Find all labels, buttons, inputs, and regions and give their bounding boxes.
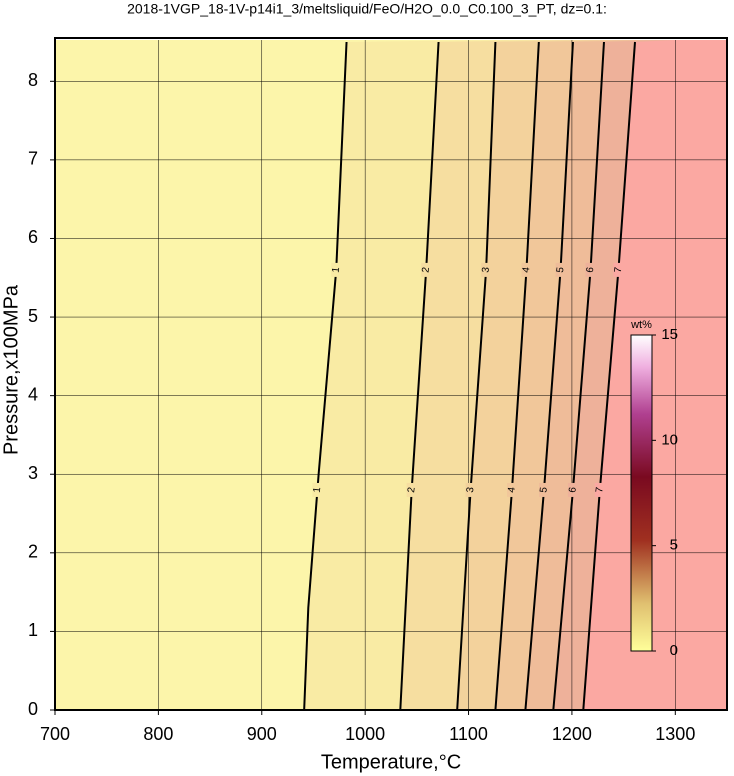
- y-axis-title: Pressure,x100MPa: [0, 284, 22, 455]
- contour-line: [456, 41, 497, 710]
- colorbar-tick-label: 5: [670, 537, 678, 554]
- colorbar: [630, 334, 653, 652]
- x-tick-label: 1200: [552, 724, 592, 744]
- contour-label-bg: [312, 482, 323, 497]
- contour-line: [399, 41, 440, 710]
- contour-label: 3: [465, 486, 477, 493]
- colorbar-tick-label: 15: [661, 326, 678, 343]
- contour-label: 1: [312, 486, 324, 493]
- contour-label: 7: [594, 486, 606, 493]
- x-tick-label: 1100: [449, 724, 488, 744]
- contour-label-bg: [481, 262, 492, 277]
- y-tick-label: 0: [28, 699, 38, 719]
- contour-label-bg: [406, 482, 417, 497]
- y-tick-label: 4: [28, 384, 38, 404]
- contour-label: 5: [538, 486, 550, 493]
- contour-label: 2: [420, 266, 432, 273]
- y-tick-label: 7: [28, 149, 38, 169]
- contour-line: [582, 41, 636, 710]
- colorbar-tick-label: 10: [661, 431, 678, 448]
- contour-line: [524, 41, 574, 710]
- contour-label-bg: [331, 262, 342, 277]
- y-tick-label: 8: [28, 70, 38, 90]
- x-tick-label: 800: [143, 724, 173, 744]
- y-tick-label: 5: [28, 306, 38, 326]
- shade-band: [583, 40, 727, 710]
- contour-label-bg: [613, 262, 624, 277]
- contour-label: 4: [506, 486, 518, 493]
- x-tick-label: 1000: [345, 724, 385, 744]
- y-tick-label: 3: [28, 463, 38, 483]
- contour-line: [552, 41, 605, 710]
- x-tick-label: 700: [40, 724, 70, 744]
- x-axis-title: Temperature,°C: [321, 751, 461, 773]
- contour-label-bg: [506, 482, 517, 497]
- contour-label: 6: [585, 266, 597, 273]
- contour-label: 4: [521, 266, 533, 273]
- contour-label: 5: [555, 266, 567, 273]
- y-tick-label: 2: [28, 542, 38, 562]
- contour-label-bg: [539, 482, 550, 497]
- contour-label-bg: [421, 262, 432, 277]
- contour-line: [494, 41, 540, 710]
- x-tick-label: 1300: [655, 724, 695, 744]
- colorbar-tick-label: 0: [670, 642, 678, 659]
- contour-label: 7: [613, 266, 625, 273]
- contour-label-bg: [555, 262, 566, 277]
- colorbar-title: wt%: [630, 319, 652, 331]
- contour-label-bg: [567, 482, 578, 497]
- y-tick-label: 6: [28, 227, 38, 247]
- contour-label-bg: [585, 262, 596, 277]
- overlay: 700 800 900 1000 1100 1200 1300012345678wt%051…: [28, 37, 728, 744]
- contour-label: 3: [480, 266, 492, 273]
- contour-label-bg: [521, 262, 532, 277]
- contour-label-bg: [465, 482, 476, 497]
- plot-frame: [54, 37, 728, 711]
- contour-label: 2: [406, 486, 418, 493]
- y-tick-label: 1: [28, 620, 38, 640]
- x-tick-label: 900: [247, 724, 277, 744]
- contour-line: [303, 41, 348, 710]
- contour-label-bg: [594, 482, 605, 497]
- chart-title: 2018-1VGP_18-1V-p14i1_3/meltsliquid/FeO/…: [127, 1, 607, 17]
- contour-label: 1: [331, 266, 343, 273]
- contour-label: 6: [567, 486, 579, 493]
- plot-area: 1 1 2 2 3 3 4 4 5 5 6 6 7 7: [55, 40, 727, 710]
